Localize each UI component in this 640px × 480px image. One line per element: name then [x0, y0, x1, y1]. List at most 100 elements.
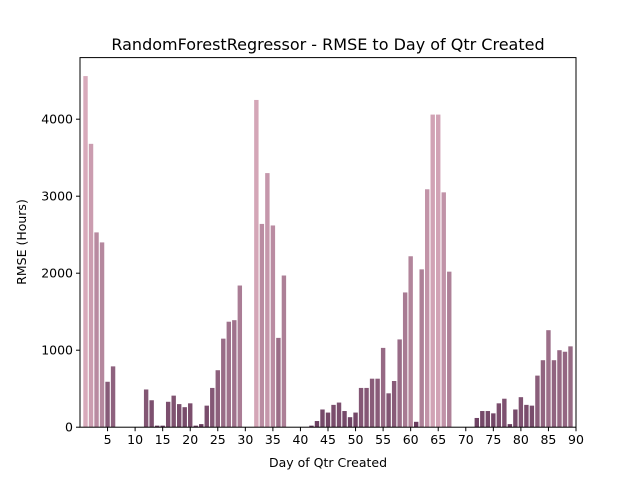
bar-day-62 [419, 269, 424, 428]
bar-day-28 [232, 320, 237, 428]
bar-day-59 [402, 292, 408, 428]
x-tick-label: 75 [485, 432, 501, 447]
bar-day-60 [408, 256, 413, 428]
bar-day-4 [99, 242, 105, 428]
bar-day-86 [551, 360, 557, 428]
bar-day-26 [221, 338, 226, 428]
bar-day-50 [353, 412, 358, 428]
bar-day-81 [524, 404, 529, 428]
bar-day-34 [265, 173, 270, 428]
bar-day-87 [557, 350, 562, 428]
bar-day-58 [397, 339, 402, 428]
bar-day-32 [254, 99, 259, 428]
x-tick-label: 30 [237, 432, 253, 447]
x-tick-label: 15 [155, 432, 171, 447]
bar-day-14 [154, 425, 160, 428]
bar-day-33 [259, 223, 265, 428]
bar-day-17 [171, 395, 176, 428]
bar-day-13 [149, 400, 154, 428]
bar-day-56 [386, 393, 391, 428]
x-tick-label: 20 [182, 432, 198, 447]
y-axis-ticks: 0 1000 2000 3000 4000 [41, 112, 80, 435]
bar-day-1 [83, 76, 88, 428]
bar-day-52 [364, 387, 369, 428]
x-tick-label: 55 [375, 432, 391, 447]
bar-day-61 [413, 421, 419, 428]
y-tick-label: 0 [65, 420, 73, 435]
bar-day-72 [474, 417, 480, 428]
bar-day-63 [425, 189, 430, 428]
x-tick-label: 90 [568, 432, 584, 447]
bar-day-20 [188, 403, 193, 428]
bar-day-16 [165, 401, 171, 428]
bar-day-12 [143, 389, 149, 428]
y-tick-label: 3000 [41, 189, 73, 204]
x-tick-label: 80 [513, 432, 529, 447]
bar-day-76 [496, 403, 502, 428]
x-axis-ticks: 5 10 15 20 25 30 35 40 45 50 55 60 65 70 75 80 85 90 [104, 427, 584, 447]
bar-day-47 [336, 402, 342, 428]
bar-series [83, 76, 573, 428]
bar-day-45 [325, 412, 331, 428]
bar-day-80 [518, 397, 524, 428]
bar-day-37 [281, 275, 287, 428]
bar-day-88 [562, 351, 568, 428]
y-tick-label: 4000 [41, 112, 73, 127]
bar-day-83 [535, 375, 540, 428]
x-tick-label: 10 [127, 432, 143, 447]
x-tick-label: 5 [104, 432, 112, 447]
bar-day-35 [270, 225, 276, 428]
bar-day-73 [480, 411, 485, 428]
bar-day-25 [215, 370, 220, 428]
bar-day-53 [369, 378, 375, 428]
y-tick-label: 2000 [41, 266, 73, 281]
bar-day-23 [204, 405, 209, 428]
bar-day-84 [540, 360, 546, 428]
bar-day-64 [430, 114, 435, 428]
x-axis-label: Day of Qtr Created [269, 455, 387, 470]
bar-day-79 [513, 409, 518, 428]
bar-day-36 [276, 337, 281, 428]
bar-day-21 [193, 425, 198, 428]
bar-day-54 [375, 378, 380, 428]
bar-day-77 [502, 398, 507, 428]
bar-day-6 [110, 366, 116, 428]
bar-day-27 [226, 321, 232, 428]
x-tick-label: 70 [458, 432, 474, 447]
bar-day-22 [199, 424, 204, 428]
plot-frame [79, 57, 577, 428]
bar-day-49 [347, 417, 353, 428]
bar-day-51 [358, 387, 364, 428]
bar-day-78 [507, 424, 513, 428]
x-tick-label: 40 [292, 432, 308, 447]
bar-day-89 [568, 346, 573, 428]
bar-day-67 [447, 271, 452, 428]
x-tick-label: 65 [430, 432, 446, 447]
bar-day-74 [485, 411, 491, 428]
x-tick-label: 45 [320, 432, 336, 447]
bar-day-75 [491, 413, 496, 428]
x-tick-label: 60 [403, 432, 419, 447]
bar-day-66 [441, 192, 446, 428]
bar-day-2 [88, 143, 94, 428]
bar-day-43 [314, 421, 320, 428]
bar-day-5 [105, 381, 110, 428]
y-tick-label: 1000 [41, 343, 73, 358]
y-axis-label: RMSE (Hours) [14, 199, 29, 285]
bar-day-85 [546, 330, 551, 428]
bar-day-48 [342, 411, 347, 428]
bar-day-29 [237, 285, 243, 428]
bar-day-3 [94, 232, 99, 428]
bar-day-46 [331, 404, 336, 428]
bar-day-65 [436, 114, 441, 428]
bar-day-18 [177, 404, 182, 428]
chart-title: RandomForestRegressor - RMSE to Day of Q… [111, 35, 544, 54]
x-tick-label: 50 [348, 432, 364, 447]
x-tick-label: 25 [210, 432, 226, 447]
bar-day-24 [210, 387, 215, 428]
bar-day-55 [380, 347, 386, 428]
bar-day-44 [320, 409, 325, 428]
bar-day-42 [309, 425, 314, 428]
x-tick-label: 35 [265, 432, 281, 447]
